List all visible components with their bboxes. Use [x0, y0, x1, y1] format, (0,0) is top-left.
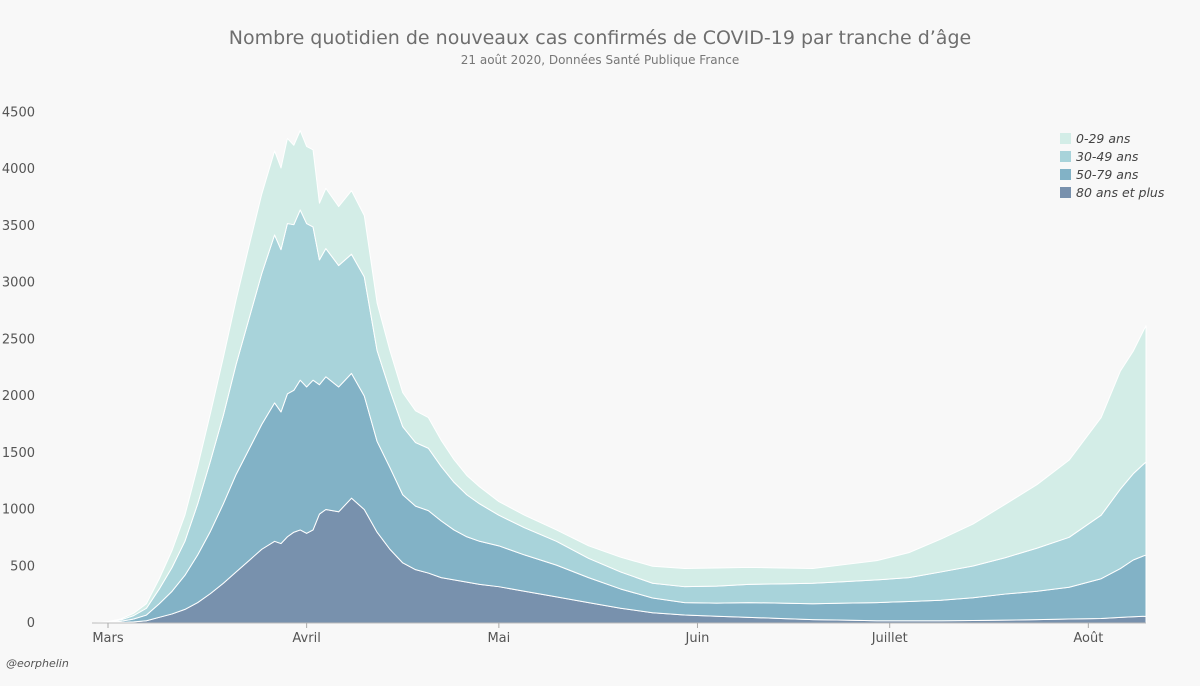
y-tick-label: 3500 — [2, 219, 35, 234]
y-tick-label: 500 — [10, 559, 35, 574]
chart-title: Nombre quotidien de nouveaux cas confirm… — [229, 27, 971, 49]
y-tick-label: 3000 — [2, 276, 35, 291]
y-tick-label: 2000 — [2, 389, 35, 404]
legend-label: 0-29 ans — [1076, 131, 1131, 146]
x-axis: Mars Avril Mai Juin Juillet Août — [92, 623, 1103, 646]
legend-label: 80 ans et plus — [1076, 185, 1165, 200]
legend-swatch — [1060, 187, 1071, 198]
y-tick-label: 2500 — [2, 332, 35, 347]
x-tick-label: Août — [1073, 631, 1103, 646]
y-tick-label: 1500 — [2, 446, 35, 461]
y-tick-label: 0 — [27, 616, 35, 631]
area-series-3 — [94, 130, 1147, 624]
y-tick-label: 4000 — [2, 162, 35, 177]
legend-swatch — [1060, 169, 1071, 180]
stacked-areas — [94, 130, 1147, 624]
legend-swatch — [1060, 151, 1071, 162]
x-tick-label: Avril — [292, 631, 320, 646]
x-tick-label: Mai — [487, 631, 510, 646]
y-tick-label: 4500 — [2, 105, 35, 120]
x-tick-label: Juillet — [871, 631, 908, 646]
legend-swatch — [1060, 133, 1071, 144]
legend-label: 30-49 ans — [1076, 149, 1139, 164]
x-tick-label: Mars — [92, 631, 124, 646]
x-tick-label: Juin — [685, 631, 710, 646]
y-tick-label: 1000 — [2, 503, 35, 518]
author-credit: @eorphelin — [6, 657, 69, 670]
legend: 0-29 ans 30-49 ans 50-79 ans 80 ans et plus — [1060, 131, 1165, 200]
y-axis: 0 500 1000 1500 2000 2500 3000 3500 4000 4500 — [2, 105, 35, 631]
chart-subtitle: 21 août 2020, Données Santé Publique Fra… — [461, 53, 739, 67]
legend-label: 50-79 ans — [1076, 167, 1139, 182]
